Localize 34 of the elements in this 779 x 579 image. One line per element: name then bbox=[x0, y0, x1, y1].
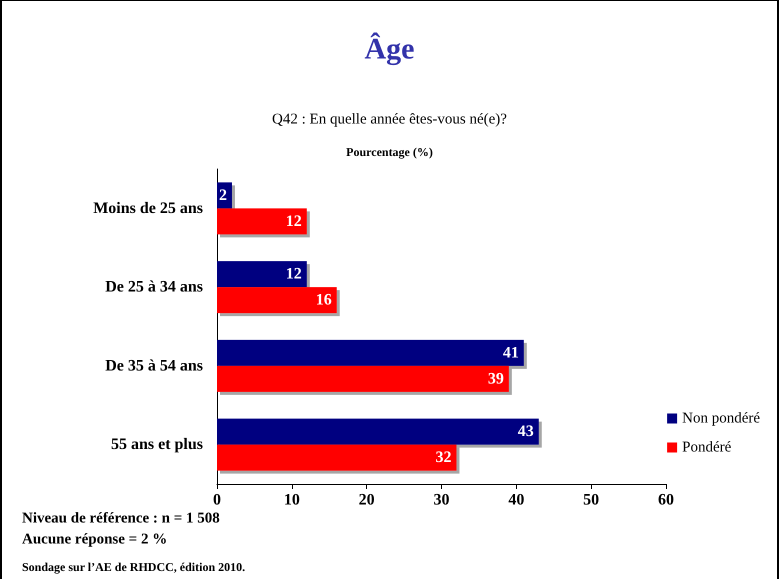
text: Sondage sur l’AE de RHDCC, édition 2010. bbox=[22, 560, 246, 574]
bar bbox=[217, 261, 307, 288]
legend-label: Pondéré bbox=[682, 440, 732, 456]
y-tick-label: De 25 à 34 ans bbox=[105, 278, 203, 296]
y-tick-label: De 35 à 54 ans bbox=[105, 357, 203, 374]
bar bbox=[217, 366, 509, 392]
y-tick-label: Moins de 25 ans bbox=[93, 200, 203, 217]
x-tick-label: 40 bbox=[508, 492, 524, 508]
x-axis-title: Pourcentage (%) bbox=[346, 145, 433, 159]
data-label: 39 bbox=[488, 370, 504, 388]
data-label: 32 bbox=[435, 449, 452, 466]
bar bbox=[217, 208, 307, 234]
data-label: 12 bbox=[286, 212, 302, 230]
x-tick-label: 0 bbox=[213, 492, 221, 508]
data-label: 12 bbox=[286, 266, 302, 283]
x-tick-label: 30 bbox=[434, 492, 450, 508]
text: Aucune réponse = 2 % bbox=[22, 532, 168, 548]
data-label: 43 bbox=[518, 423, 534, 440]
data-label: 16 bbox=[316, 292, 332, 309]
x-tick-label: 10 bbox=[284, 492, 300, 508]
chart-title: Âge bbox=[364, 32, 414, 66]
x-tick-label: 60 bbox=[658, 492, 674, 508]
x-tick-label: 50 bbox=[583, 492, 600, 508]
text: Niveau de référence : n = 1 508 bbox=[22, 510, 220, 526]
y-tick-label: 55 ans et plus bbox=[110, 436, 203, 454]
x-tick-label: 20 bbox=[358, 492, 375, 508]
data-label: 2 bbox=[218, 186, 227, 204]
bar bbox=[217, 287, 337, 314]
bar bbox=[217, 444, 456, 471]
bar bbox=[217, 418, 539, 445]
bar bbox=[217, 340, 524, 366]
chart-subtitle: Q42 : En quelle année êtes-vous né(e)? bbox=[272, 112, 508, 128]
data-label: 41 bbox=[502, 344, 519, 362]
legend-label: Non pondéré bbox=[682, 410, 760, 426]
